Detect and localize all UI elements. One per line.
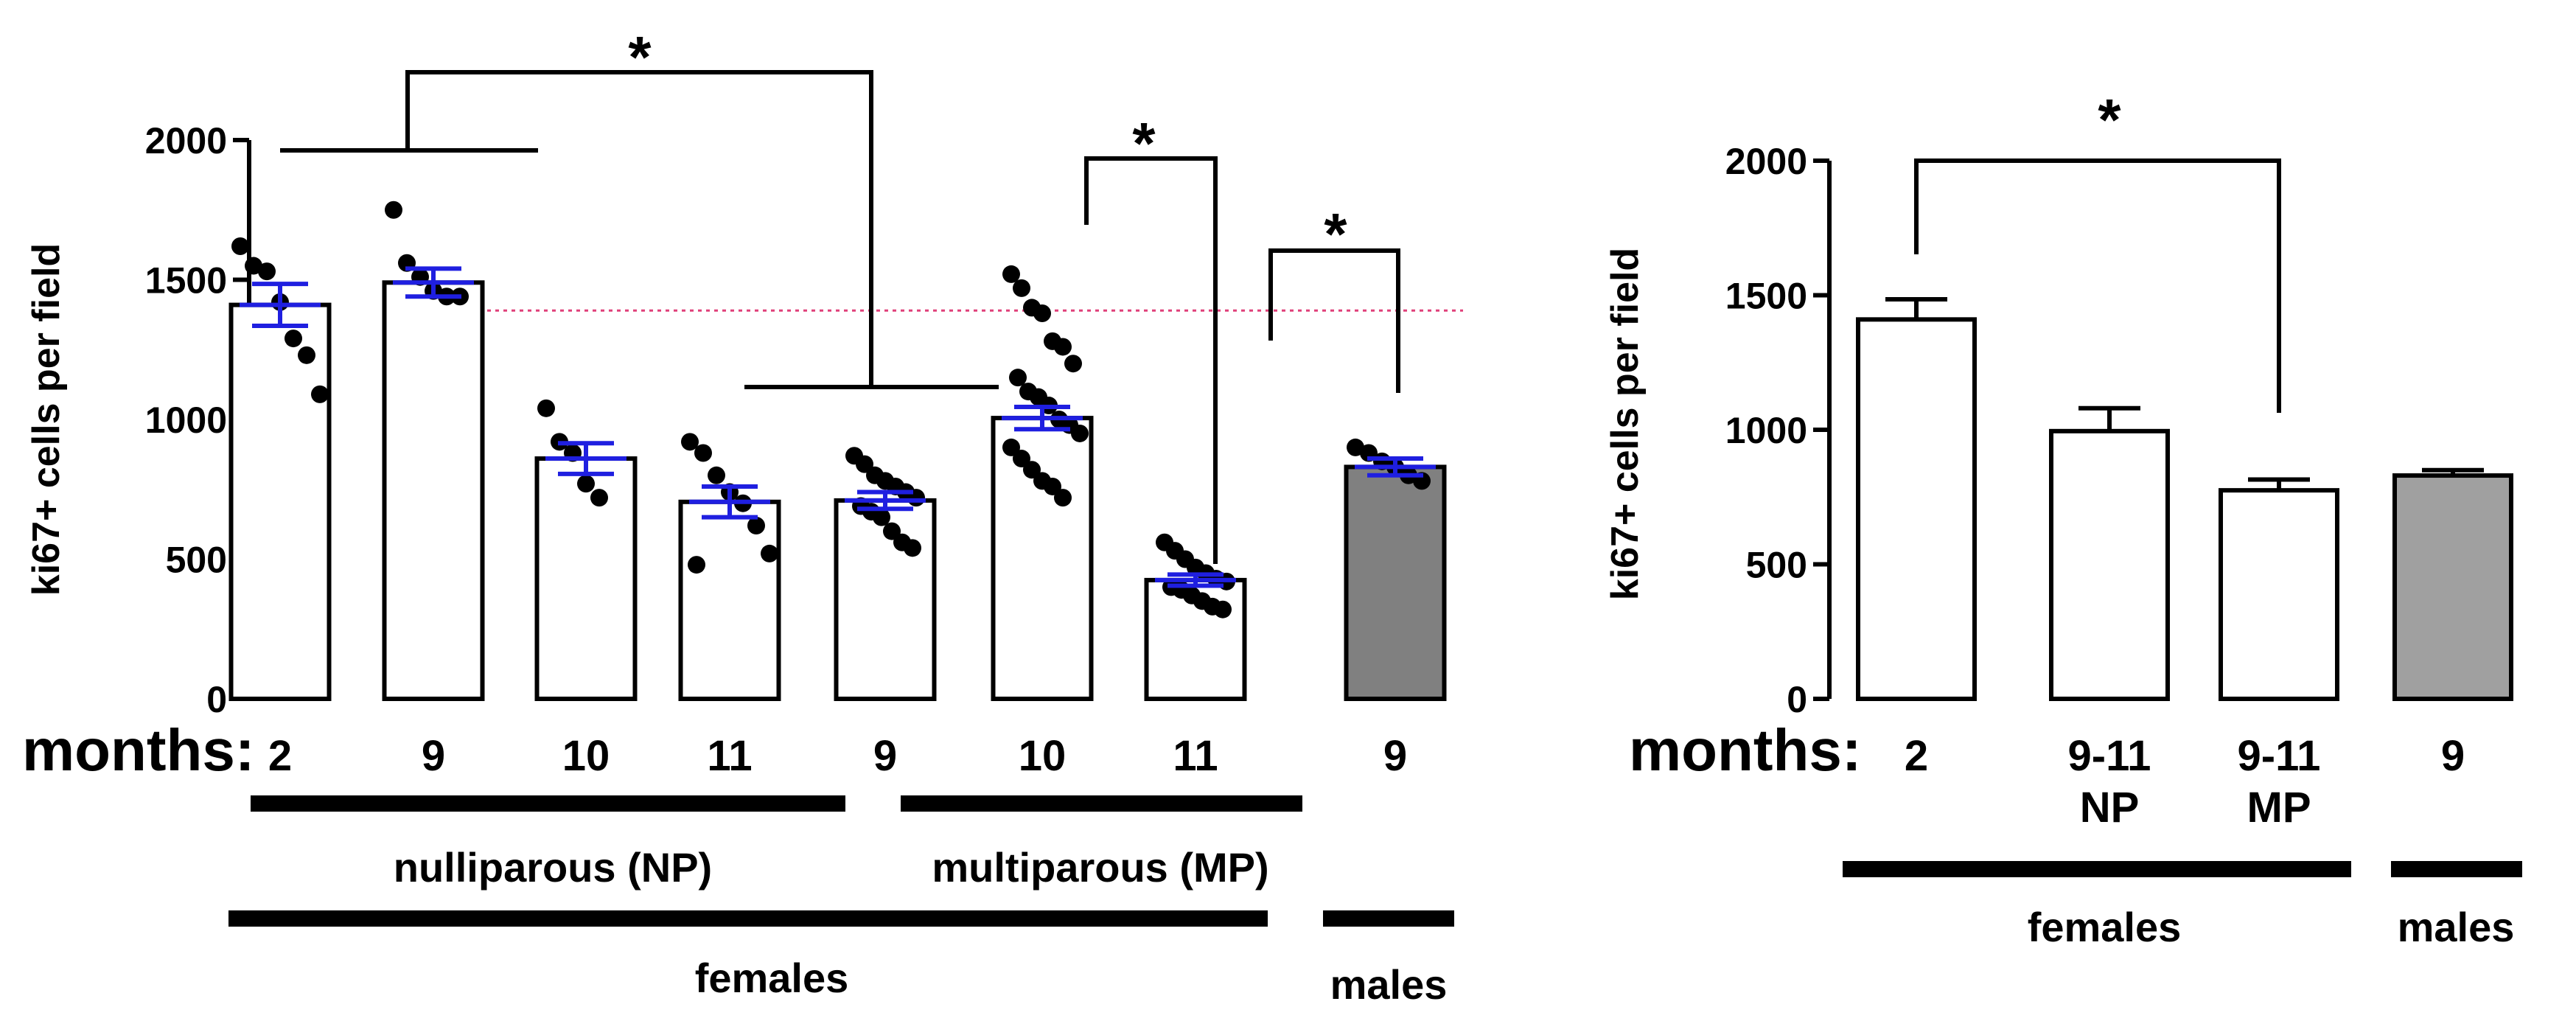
bar-2 [534, 456, 638, 701]
x-tick-label-5: 10 [1019, 732, 1067, 780]
y-tick-label-1: 500 [166, 540, 227, 581]
data-point-0-0 [231, 237, 249, 256]
group-label-males: males [2398, 904, 2515, 950]
data-point-0-5 [298, 346, 315, 364]
y-tick-label-0: 0 [206, 679, 227, 720]
sig-star-2: * [1132, 111, 1156, 176]
group-label-np: nulliparous (NP) [394, 844, 712, 891]
x-tick-label-6: 11 [1173, 732, 1218, 780]
data-point-5-3 [1033, 304, 1051, 322]
sig-star-1: * [2098, 87, 2121, 153]
x-tick-label-3-0: 9 [2441, 732, 2465, 780]
data-point-2-0 [537, 399, 555, 417]
group-label-males: males [1330, 961, 1448, 1008]
x-tick-label-2: 10 [562, 732, 610, 780]
data-point-5-15 [1013, 450, 1030, 468]
sig-star-1: * [628, 24, 652, 90]
x-axis-label: months: [1629, 717, 1862, 783]
x-tick-label-7: 9 [1383, 732, 1407, 780]
data-point-6-12 [1214, 600, 1232, 618]
group-label-females: females [2028, 904, 2182, 950]
y-axis-label: ki67+ cells per field [25, 243, 68, 596]
data-point-5-13 [1071, 424, 1089, 442]
bar-1 [2049, 428, 2170, 701]
data-point-0-1 [245, 257, 262, 275]
data-point-2-3 [577, 475, 595, 493]
bracket-sig-2 [1084, 156, 1218, 564]
bar-1 [382, 280, 485, 702]
data-point-5-14 [1002, 438, 1020, 456]
group-bar-males [2391, 861, 2522, 877]
data-point-5-1 [1013, 279, 1030, 297]
data-point-4-10 [883, 522, 901, 540]
bracket-sig-1 [405, 70, 873, 387]
y-tick-label-2: 1000 [1725, 410, 1807, 451]
y-tick-label-1: 500 [1746, 545, 1807, 586]
x-tick-label-4: 9 [873, 732, 897, 780]
data-point-5-5 [1054, 338, 1072, 356]
data-point-3-7 [688, 556, 705, 574]
chart-left: ki67+ cells per field 0 500 1000 1500 2000 * * *… [22, 24, 1463, 1008]
data-point-3-2 [708, 466, 725, 484]
data-point-0-2 [258, 262, 276, 281]
data-point-1-0 [385, 201, 402, 219]
group-label-females: females [695, 955, 849, 1001]
data-point-5-18 [1044, 477, 1061, 495]
data-point-4-12 [904, 539, 921, 557]
data-point-4-9 [873, 508, 890, 526]
x-tick-label-1-0: 9-11 [2068, 732, 2151, 780]
bracket-sig-3 [1268, 248, 1400, 393]
y-tick-label-2: 1000 [145, 400, 227, 441]
group-label-mp: multiparous (MP) [932, 844, 1268, 891]
data-point-3-0 [681, 433, 699, 451]
y-tick-label-4: 2000 [145, 120, 227, 161]
x-tick-label-0: 2 [268, 732, 292, 780]
x-tick-label-1-1: NP [2080, 784, 2140, 832]
sig-star-3: * [1324, 201, 1347, 267]
x-tick-label-2-1: MP [2247, 784, 2311, 832]
y-axis-label: ki67+ cells per field [1604, 248, 1647, 600]
data-point-5-16 [1023, 461, 1041, 479]
group-bar-mp [901, 795, 1302, 812]
data-point-5-19 [1054, 489, 1072, 507]
bar-3 [2392, 473, 2513, 701]
bar-5 [991, 416, 1094, 701]
data-point-0-6 [311, 385, 329, 403]
group-bar-np [251, 795, 845, 812]
group-bar-males [1323, 910, 1454, 927]
y-tick-label-3: 1500 [145, 260, 227, 302]
data-point-5-7 [1009, 369, 1027, 387]
data-point-0-4 [285, 330, 302, 348]
bar-0 [1856, 317, 1977, 702]
data-point-4-1 [856, 455, 873, 473]
x-tick-label-2-0: 9-11 [2238, 732, 2321, 780]
chart-right: ki67+ cells per field 0 500 1000 1500 2000 * mo… [1604, 87, 2522, 950]
bar-2 [2219, 488, 2339, 701]
x-tick-label-0-0: 2 [1905, 732, 1928, 780]
x-tick-label-1: 9 [422, 732, 445, 780]
data-point-7-0 [1347, 438, 1364, 456]
group-bar-females [1843, 861, 2351, 877]
bracket-sig-1 [1914, 158, 2281, 413]
x-axis-label: months: [22, 717, 255, 783]
data-point-2-4 [590, 489, 608, 507]
x-tick-label-3: 11 [707, 732, 752, 780]
data-point-5-6 [1064, 355, 1082, 373]
y-tick-label-0: 0 [1787, 679, 1807, 720]
bar-0 [228, 302, 332, 701]
y-tick-label-3: 1500 [1725, 276, 1807, 317]
bar-3 [678, 499, 781, 701]
group-bar-females [228, 910, 1268, 927]
y-tick-label-4: 2000 [1725, 141, 1807, 182]
data-point-5-0 [1002, 265, 1020, 283]
data-point-3-1 [694, 444, 712, 462]
data-point-3-5 [747, 517, 765, 535]
data-point-3-6 [761, 544, 778, 562]
bar-7 [1344, 464, 1447, 701]
